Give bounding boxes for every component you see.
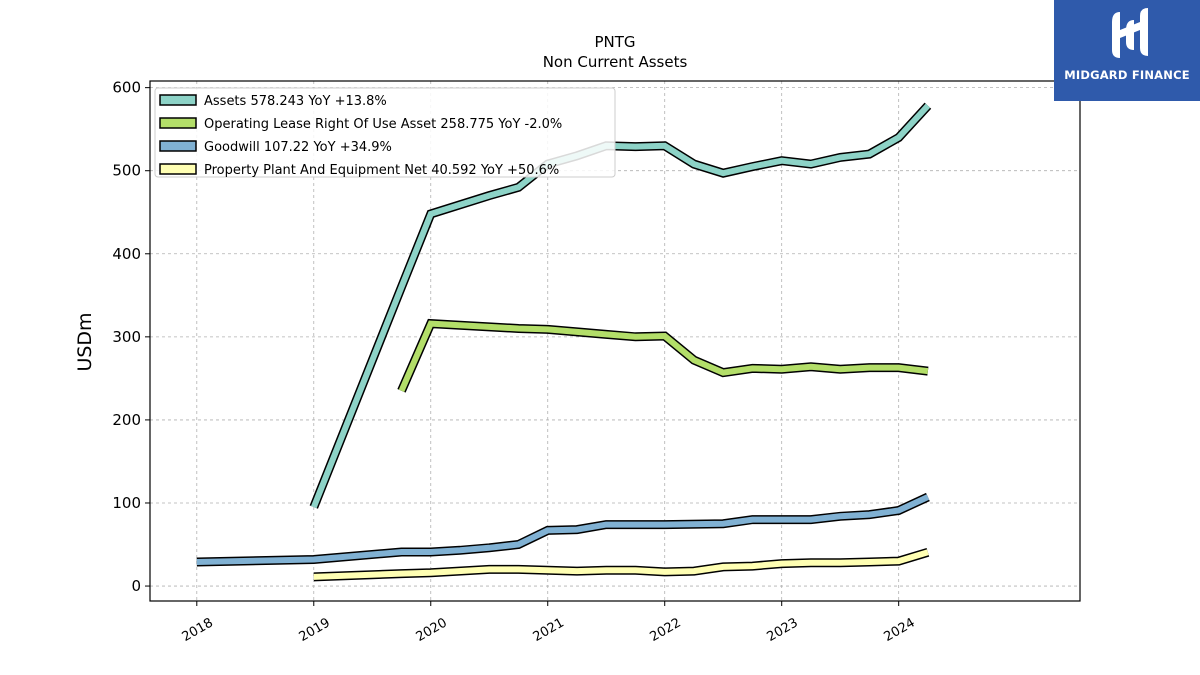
legend-box [154, 87, 616, 178]
legend: Assets 578.243 YoY +13.8% Operating Lease… [154, 87, 616, 178]
x-tick-label: 2022 [648, 615, 684, 645]
y-axis-label: USDm [74, 312, 96, 371]
y-tick-label: 0 [131, 577, 141, 595]
y-tick-label: 300 [112, 328, 141, 346]
legend-entry: Goodwill 107.22 YoY +34.9% [204, 140, 392, 155]
legend-swatch [159, 163, 197, 175]
y-tick-label: 600 [112, 79, 141, 97]
chart-subtitle: Non Current Assets [543, 53, 688, 71]
y-tick-label: 100 [112, 494, 141, 512]
series-line [196, 492, 930, 567]
legend-entry: Property Plant And Equipment Net 40.592 … [204, 163, 559, 178]
chart-title: PNTG [594, 33, 635, 51]
series-line-fill [311, 103, 931, 509]
series-line [397, 318, 929, 393]
x-tick-label: 2020 [414, 615, 450, 645]
x-tick-label: 2018 [180, 615, 216, 645]
legend-swatch [159, 117, 197, 129]
y-tick-label: 200 [112, 411, 141, 429]
x-tick-label: 2019 [297, 615, 333, 645]
series-line [309, 102, 932, 509]
series-line-fill [196, 494, 930, 565]
y-tick-label: 400 [112, 245, 141, 263]
legend-swatch [159, 94, 197, 106]
x-tick-label: 2021 [531, 615, 567, 645]
x-tick-label: 2024 [882, 615, 918, 645]
legend-swatch [159, 140, 197, 152]
series-line-fill [398, 320, 929, 392]
legend-entry: Assets 578.243 YoY +13.8% [204, 94, 387, 109]
plot-frame [149, 80, 1081, 602]
series-lines [196, 102, 932, 582]
x-tick-label: 2023 [765, 615, 801, 645]
axis-ticks: 0 100 200 300 400 500 600 2018 2019 2020 2021 2022 2… [112, 79, 917, 645]
series-line [313, 547, 930, 582]
brand-name: MIDGARD FINANCE [1064, 68, 1190, 82]
legend-entry: Operating Lease Right Of Use Asset 258.7… [204, 117, 562, 132]
y-tick-label: 500 [112, 162, 141, 180]
series-line-fill [313, 549, 929, 580]
midgard-m-icon [1112, 8, 1148, 58]
brand-logo: MIDGARD FINANCE [1054, 0, 1200, 101]
